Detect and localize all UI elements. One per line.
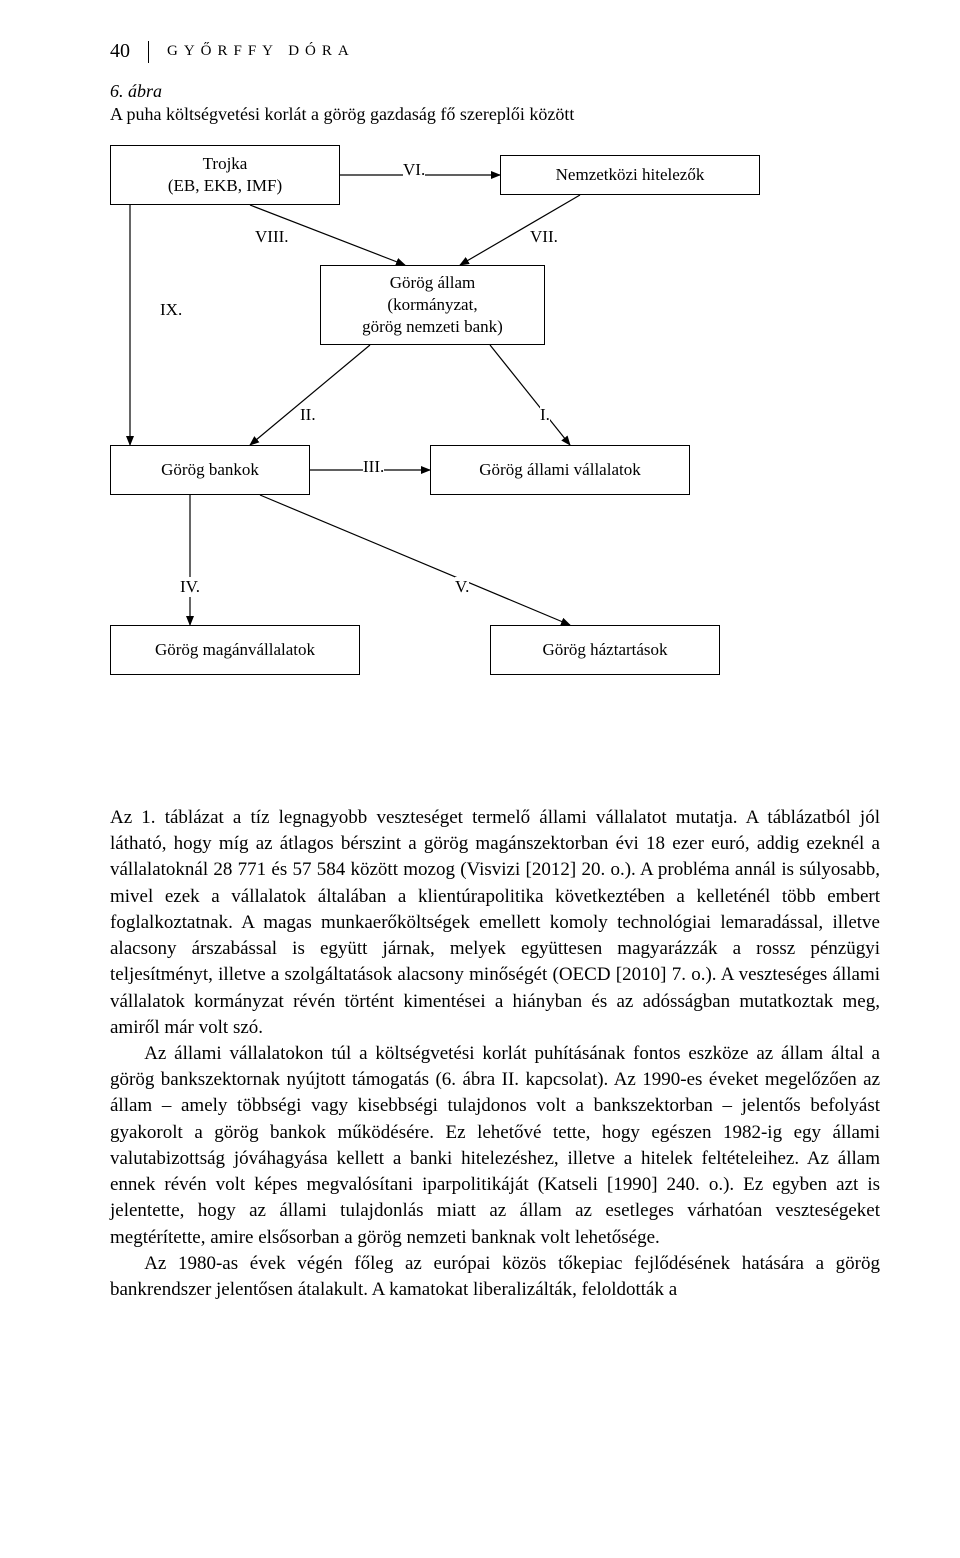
header-rule: [148, 41, 149, 63]
node-trojka: Trojka(EB, EKB, IMF): [110, 145, 340, 205]
edge-label-VII: VII.: [530, 227, 558, 247]
author: GYŐRFFY DÓRA: [167, 43, 355, 60]
edge-label-VIII: VIII.: [255, 227, 289, 247]
edge-label-I: I.: [540, 405, 550, 425]
page-header: 40 GYŐRFFY DÓRA: [110, 40, 880, 63]
paragraph-1: Az 1. táblázat a tíz legnagyobb vesztesé…: [110, 805, 880, 1041]
edge-8: [260, 495, 570, 625]
page-number: 40: [110, 40, 130, 63]
edge-label-V: V.: [455, 577, 469, 597]
flowchart: Trojka(EB, EKB, IMF) Nemzetközi hitelezők…: [110, 145, 880, 765]
figure-title: 6. ábra A puha költségvetési korlát a gö…: [110, 81, 880, 125]
body-text: Az 1. táblázat a tíz legnagyobb vesztesé…: [110, 805, 880, 1303]
edge-4: [250, 345, 370, 445]
node-hh: Görög háztartások: [490, 625, 720, 675]
figure-ord: 6. ábra: [110, 81, 880, 102]
paragraph-3: Az 1980-as évek végén főleg az európai k…: [110, 1251, 880, 1303]
edge-5: [490, 345, 570, 445]
node-banks: Görög bankok: [110, 445, 310, 495]
edge-label-IX: IX.: [160, 300, 182, 320]
node-soes: Görög állami vállalatok: [430, 445, 690, 495]
node-state: Görög állam(kormányzat,görög nemzeti ban…: [320, 265, 545, 345]
edge-label-IV: IV.: [180, 577, 200, 597]
edge-3: [460, 195, 580, 265]
node-creditors: Nemzetközi hitelezők: [500, 155, 760, 195]
paragraph-2: Az állami vállalatokon túl a költségveté…: [110, 1041, 880, 1251]
node-priv: Görög magánvállalatok: [110, 625, 360, 675]
edge-label-II: II.: [300, 405, 316, 425]
edge-label-VI: VI.: [403, 160, 425, 180]
figure-caption: A puha költségvetési korlát a görög gazd…: [110, 104, 880, 125]
edge-label-III: III.: [363, 457, 384, 477]
